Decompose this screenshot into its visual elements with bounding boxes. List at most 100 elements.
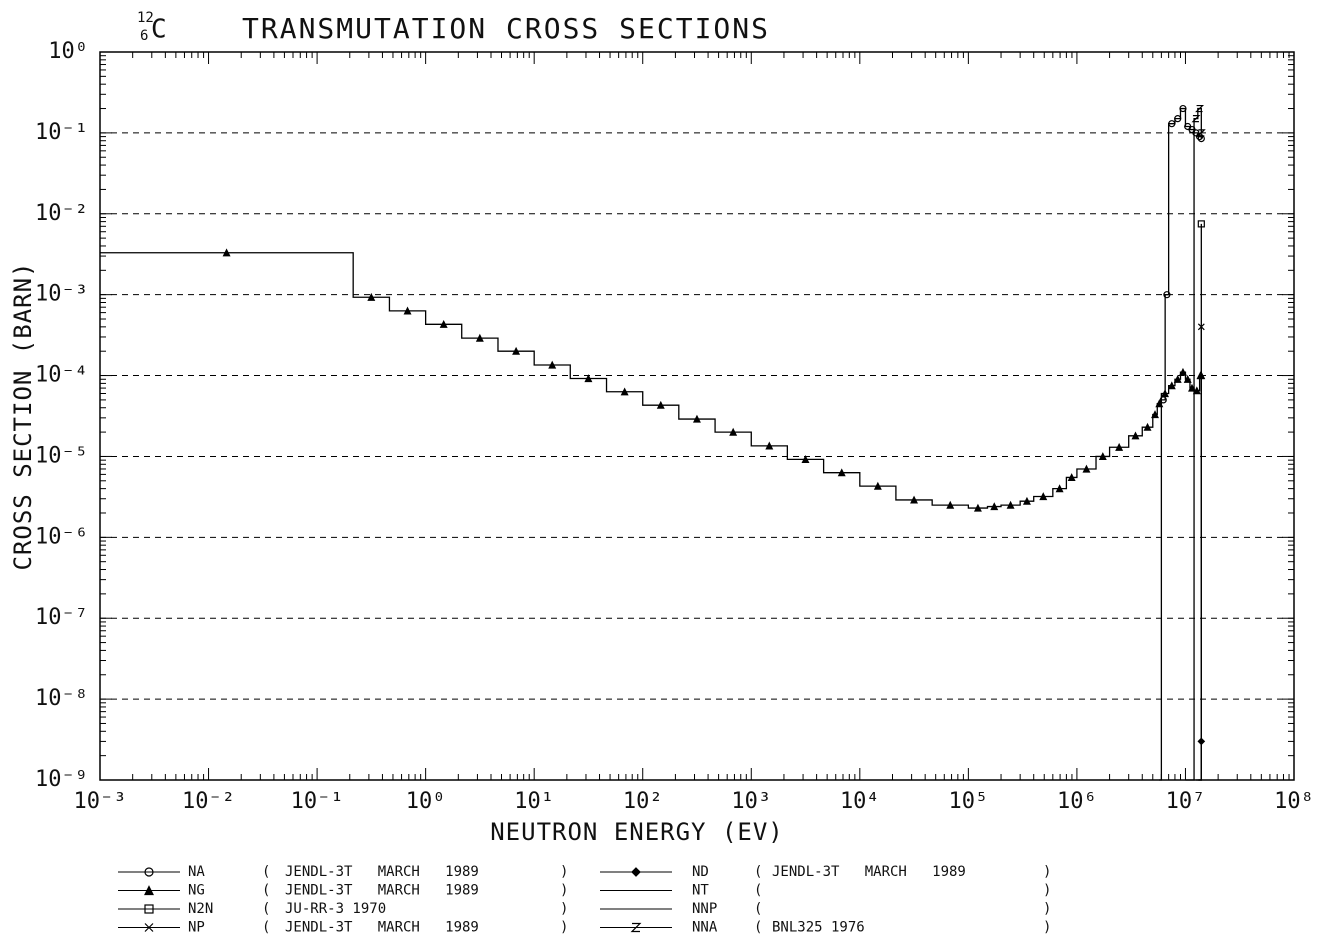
legend-bracket: ) — [560, 883, 568, 899]
legend-bracket: ) — [1043, 901, 1051, 917]
y-axis-label: CROSS SECTION (BARN) — [9, 262, 37, 571]
marker — [1039, 492, 1048, 501]
y-tick-label: 10⁻⁴ — [35, 363, 88, 388]
marker — [144, 923, 154, 932]
marker — [1196, 129, 1206, 137]
x-tick-label: 10⁸ — [1274, 789, 1314, 814]
legend-bracket: ( — [754, 920, 762, 936]
marker — [1183, 374, 1192, 383]
marker — [475, 333, 484, 342]
x-tick-label: 10⁻² — [182, 789, 235, 814]
marker — [1167, 381, 1176, 390]
legend-name: NT — [692, 883, 709, 899]
legend-name: NA — [188, 864, 205, 880]
marker — [946, 500, 955, 509]
legend-bracket: ( — [262, 901, 270, 917]
marker — [1143, 422, 1152, 431]
legend-source: BNL325 1976 — [772, 920, 865, 936]
marker — [439, 319, 448, 328]
marker — [1173, 374, 1182, 383]
chart-title: TRANSMUTATION CROSS SECTIONS — [242, 12, 770, 45]
series-line — [100, 252, 1202, 509]
marker — [1192, 129, 1200, 137]
marker — [1055, 484, 1064, 493]
marker — [144, 904, 154, 914]
legend-source: JENDL-3T MARCH 1989 — [285, 920, 479, 936]
y-tick-label: 10⁰ — [48, 39, 88, 64]
x-tick-label: 10⁻¹ — [291, 789, 344, 814]
x-tick-label: 10⁰ — [406, 789, 446, 814]
marker — [631, 867, 641, 877]
marker — [692, 414, 701, 423]
legend-bracket: ) — [1043, 883, 1051, 899]
legend-name: NNP — [692, 901, 717, 917]
x-tick-label: 10⁵ — [948, 789, 988, 814]
marker — [1197, 220, 1205, 228]
marker — [1155, 399, 1164, 408]
marker — [1163, 291, 1171, 299]
marker — [620, 387, 629, 396]
marker — [1178, 367, 1187, 376]
marker — [144, 885, 154, 896]
series-line — [1198, 741, 1202, 781]
series-line — [1185, 107, 1202, 781]
x-tick-label: 10⁴ — [840, 789, 880, 814]
marker — [512, 346, 521, 355]
marker — [1161, 389, 1169, 398]
legend-name: NP — [188, 920, 205, 936]
marker — [990, 502, 999, 511]
legend-bracket: ) — [560, 901, 568, 917]
marker — [837, 468, 846, 477]
marker — [973, 503, 982, 512]
marker — [1197, 737, 1206, 746]
y-tick-label: 10⁻⁹ — [35, 767, 88, 792]
y-tick-label: 10⁻⁶ — [35, 524, 88, 549]
legend-bracket: ) — [560, 864, 568, 880]
legend-name: ND — [692, 864, 709, 880]
legend-bracket: ( — [262, 883, 270, 899]
marker — [630, 922, 642, 933]
y-tick-label: 10⁻⁵ — [35, 443, 88, 468]
marker — [910, 495, 919, 504]
marker — [1191, 115, 1201, 123]
legend-source: JU-RR-3 1970 — [285, 901, 386, 917]
marker — [1115, 442, 1124, 451]
y-tick-label: 10⁻⁷ — [35, 605, 88, 630]
x-tick-label: 10³ — [731, 789, 771, 814]
legend-bracket: ) — [1043, 864, 1051, 880]
marker — [801, 455, 810, 463]
y-tick-label: 10⁻² — [35, 201, 88, 226]
marker — [548, 360, 557, 369]
marker — [1195, 132, 1204, 141]
legend-name: N2N — [188, 901, 213, 917]
legend-bracket: ( — [754, 901, 762, 917]
marker — [1022, 496, 1031, 505]
legend-source: JENDL-3T MARCH 1989 — [772, 864, 966, 880]
marker — [1082, 464, 1091, 473]
marker — [1179, 104, 1187, 113]
plot-frame — [99, 51, 1295, 781]
legend-bracket: ) — [560, 920, 568, 936]
legend-bracket: ( — [754, 864, 762, 880]
x-tick-label: 10⁻³ — [74, 789, 127, 814]
legend-name: NNA — [692, 920, 718, 936]
marker — [1192, 386, 1201, 395]
marker — [1006, 500, 1015, 509]
marker — [584, 374, 593, 383]
legend-name: NG — [188, 883, 205, 899]
marker — [1067, 473, 1076, 482]
y-tick-label: 10⁻⁸ — [35, 686, 88, 711]
nuclide-atomic: 6 — [140, 28, 148, 44]
marker — [873, 481, 882, 490]
legend-bracket: ( — [262, 920, 270, 936]
marker — [765, 441, 774, 450]
nuclide-mass: 12 — [137, 10, 154, 26]
legend-source: JENDL-3T MARCH 1989 — [285, 883, 479, 899]
y-tick-label: 10⁻¹ — [35, 120, 88, 145]
legend-source: JENDL-3T MARCH 1989 — [285, 864, 479, 880]
nuclide-symbol: C — [151, 15, 167, 45]
marker — [1197, 323, 1205, 331]
y-tick-label: 10⁻³ — [35, 282, 88, 307]
legend-bracket: ) — [1043, 920, 1051, 936]
